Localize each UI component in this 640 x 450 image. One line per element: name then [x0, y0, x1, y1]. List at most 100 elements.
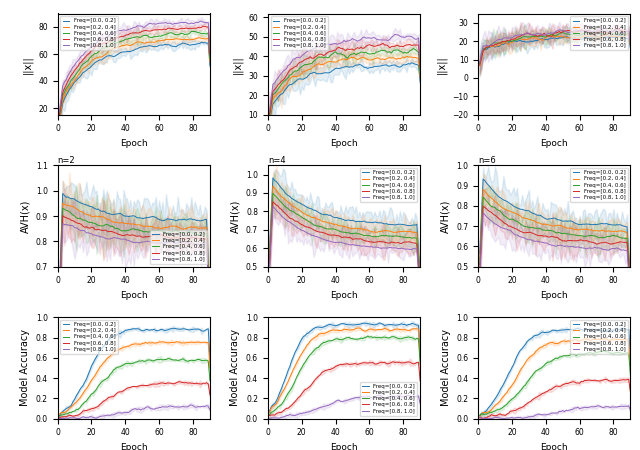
Freq=[0.8, 1.0] — [286, 62, 294, 68]
Freq=[0.4, 0.6] — [591, 29, 598, 35]
Freq=[0.4, 0.6] — [522, 382, 529, 388]
Freq=[0.4, 0.6] — [621, 236, 629, 241]
Freq=[0.8, 1.0] — [206, 47, 214, 53]
Freq=[0.0, 0.2] — [582, 221, 590, 227]
Freq=[0.6, 0.8] — [312, 54, 319, 59]
Freq=[0.0, 0.2] — [180, 41, 188, 46]
Freq=[0.0, 0.2] — [621, 36, 629, 41]
Freq=[0.4, 0.6] — [103, 221, 111, 227]
Freq=[0.6, 0.8] — [269, 199, 276, 204]
Freq=[0.8, 1.0] — [603, 248, 611, 253]
Freq=[0.8, 1.0] — [476, 415, 484, 420]
Freq=[0.6, 0.8] — [266, 111, 273, 117]
Freq=[0.0, 0.2] — [621, 224, 629, 229]
Freq=[0.2, 0.4] — [606, 338, 614, 343]
Freq=[0.2, 0.4] — [522, 37, 529, 42]
Freq=[0.0, 0.2] — [288, 196, 296, 201]
Y-axis label: AVH(x): AVH(x) — [441, 199, 451, 233]
Freq=[0.8, 1.0] — [606, 30, 614, 35]
Freq=[0.0, 0.2] — [266, 117, 273, 122]
Freq=[0.6, 0.8] — [379, 40, 387, 46]
Freq=[0.6, 0.8] — [59, 213, 67, 218]
Freq=[0.8, 1.0] — [313, 234, 321, 239]
Freq=[0.6, 0.8] — [581, 27, 589, 33]
Freq=[0.2, 0.4] — [201, 36, 209, 42]
Freq=[0.8, 1.0] — [476, 60, 484, 65]
Freq=[0.4, 0.6] — [286, 72, 294, 78]
Freq=[0.4, 0.6] — [417, 362, 424, 368]
Freq=[0.0, 0.2] — [417, 353, 424, 359]
Freq=[0.6, 0.8] — [623, 377, 631, 382]
Freq=[0.6, 0.8] — [56, 113, 63, 118]
Freq=[0.0, 0.2] — [412, 322, 419, 327]
Freq=[0.4, 0.6] — [266, 112, 273, 117]
Freq=[0.2, 0.4] — [396, 327, 404, 332]
Freq=[0.6, 0.8] — [76, 61, 83, 66]
Freq=[0.2, 0.4] — [479, 187, 487, 192]
Freq=[0.6, 0.8] — [396, 44, 404, 49]
Freq=[0.2, 0.4] — [172, 339, 180, 344]
Freq=[0.2, 0.4] — [476, 414, 484, 419]
Freq=[0.4, 0.6] — [313, 223, 321, 229]
Freq=[0.6, 0.8] — [396, 360, 404, 365]
X-axis label: Epoch: Epoch — [120, 443, 148, 450]
Freq=[0.0, 0.2] — [408, 60, 415, 65]
Freq=[0.0, 0.2] — [392, 323, 400, 328]
Freq=[0.8, 1.0] — [184, 21, 192, 27]
Line: Freq=[0.6, 0.8]: Freq=[0.6, 0.8] — [480, 206, 630, 293]
Legend: Freq=[0.0, 0.2], Freq=[0.2, 0.4], Freq=[0.4, 0.6], Freq=[0.6, 0.8], Freq=[0.8, 1: Freq=[0.0, 0.2], Freq=[0.2, 0.4], Freq=[… — [60, 320, 118, 354]
Line: Freq=[0.6, 0.8]: Freq=[0.6, 0.8] — [480, 29, 630, 65]
Text: n=6: n=6 — [478, 156, 496, 165]
Freq=[0.4, 0.6] — [621, 31, 629, 36]
Freq=[0.0, 0.2] — [286, 82, 294, 87]
Freq=[0.6, 0.8] — [606, 241, 614, 247]
Freq=[0.6, 0.8] — [56, 303, 63, 309]
Freq=[0.0, 0.2] — [614, 32, 622, 37]
Freq=[0.8, 1.0] — [182, 404, 190, 410]
Freq=[0.8, 1.0] — [412, 246, 419, 252]
Freq=[0.0, 0.2] — [182, 327, 190, 332]
Freq=[0.6, 0.8] — [101, 40, 109, 45]
Freq=[0.0, 0.2] — [76, 387, 83, 393]
Freq=[0.6, 0.8] — [312, 377, 319, 382]
Freq=[0.2, 0.4] — [56, 412, 63, 417]
Freq=[0.8, 1.0] — [606, 247, 614, 252]
Legend: Freq=[0.0, 0.2], Freq=[0.2, 0.4], Freq=[0.4, 0.6], Freq=[0.6, 0.8], Freq=[0.8, 1: Freq=[0.0, 0.2], Freq=[0.2, 0.4], Freq=[… — [60, 16, 118, 50]
Freq=[0.8, 1.0] — [266, 263, 273, 269]
Freq=[0.4, 0.6] — [266, 256, 273, 261]
Text: n=4: n=4 — [268, 156, 285, 165]
Freq=[0.4, 0.6] — [581, 351, 589, 357]
Freq=[0.0, 0.2] — [266, 246, 273, 252]
Freq=[0.4, 0.6] — [603, 31, 611, 36]
Freq=[0.4, 0.6] — [479, 194, 487, 200]
Freq=[0.0, 0.2] — [266, 409, 273, 414]
Freq=[0.2, 0.4] — [417, 356, 424, 361]
Freq=[0.6, 0.8] — [101, 398, 109, 403]
Freq=[0.6, 0.8] — [582, 238, 590, 243]
Freq=[0.2, 0.4] — [392, 230, 400, 235]
Freq=[0.8, 1.0] — [57, 416, 65, 421]
Freq=[0.6, 0.8] — [601, 31, 609, 36]
Freq=[0.6, 0.8] — [288, 216, 296, 221]
Freq=[0.2, 0.4] — [269, 183, 276, 189]
Freq=[0.2, 0.4] — [372, 230, 380, 235]
Freq=[0.6, 0.8] — [201, 381, 209, 386]
Freq=[0.0, 0.2] — [606, 222, 614, 227]
Freq=[0.0, 0.2] — [59, 191, 67, 196]
Line: Freq=[0.6, 0.8]: Freq=[0.6, 0.8] — [269, 362, 420, 415]
Freq=[0.2, 0.4] — [182, 226, 190, 231]
Line: Freq=[0.6, 0.8]: Freq=[0.6, 0.8] — [269, 43, 420, 114]
Freq=[0.8, 1.0] — [56, 309, 63, 314]
Freq=[0.0, 0.2] — [396, 322, 404, 327]
Freq=[0.8, 1.0] — [288, 220, 296, 226]
Freq=[0.6, 0.8] — [199, 23, 207, 29]
Freq=[0.6, 0.8] — [56, 415, 63, 421]
Freq=[0.6, 0.8] — [412, 361, 419, 366]
Freq=[0.6, 0.8] — [161, 26, 168, 32]
Freq=[0.6, 0.8] — [161, 381, 168, 386]
Freq=[0.4, 0.6] — [76, 67, 83, 72]
Freq=[0.4, 0.6] — [496, 406, 504, 412]
Freq=[0.2, 0.4] — [201, 225, 209, 231]
Freq=[0.0, 0.2] — [56, 413, 63, 418]
Freq=[0.4, 0.6] — [496, 40, 504, 46]
